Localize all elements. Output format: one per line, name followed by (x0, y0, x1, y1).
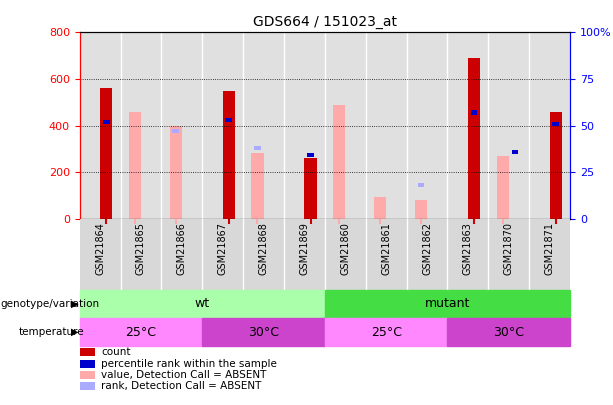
Bar (489, 32, 529, 219)
Text: 25°C: 25°C (371, 326, 402, 339)
Bar (161, 32, 202, 219)
Title: GDS664 / 151023_at: GDS664 / 151023_at (253, 15, 397, 29)
Bar (366, 219, 406, 290)
Bar (325, 32, 366, 219)
Bar (100, 88, 112, 219)
Text: GSM21868: GSM21868 (259, 222, 268, 275)
Text: 30°C: 30°C (493, 326, 524, 339)
Bar (202, 32, 243, 219)
Bar (121, 32, 161, 219)
Text: GSM21861: GSM21861 (381, 222, 391, 275)
Bar (226, 118, 232, 122)
Bar (333, 104, 345, 219)
Bar (374, 196, 386, 219)
Bar (417, 183, 424, 187)
Bar (406, 32, 447, 219)
Text: GSM21860: GSM21860 (340, 222, 350, 275)
Text: GSM21869: GSM21869 (300, 222, 310, 275)
Bar (129, 111, 141, 219)
Bar (202, 219, 243, 290)
Text: GSM21863: GSM21863 (463, 222, 473, 275)
Text: GSM21870: GSM21870 (504, 222, 514, 275)
Text: GSM21864: GSM21864 (95, 222, 105, 275)
Bar (497, 156, 509, 219)
Bar (80, 32, 121, 219)
Bar (447, 219, 489, 290)
Text: rank, Detection Call = ABSENT: rank, Detection Call = ABSENT (101, 382, 262, 391)
Bar (243, 32, 284, 219)
Bar (243, 219, 284, 290)
Bar (406, 219, 447, 290)
Bar (121, 219, 161, 290)
Bar (325, 318, 447, 346)
Text: 25°C: 25°C (126, 326, 156, 339)
Bar (103, 120, 110, 124)
Text: GSM21862: GSM21862 (422, 222, 432, 275)
Bar (468, 58, 480, 219)
Bar (172, 129, 179, 133)
Bar (170, 126, 182, 219)
Bar (489, 219, 529, 290)
Bar (251, 153, 264, 219)
Text: 30°C: 30°C (248, 326, 279, 339)
Bar (284, 219, 325, 290)
Text: ▶: ▶ (70, 299, 78, 309)
Text: wt: wt (195, 297, 210, 310)
Bar (325, 219, 366, 290)
Bar (161, 219, 202, 290)
Text: value, Detection Call = ABSENT: value, Detection Call = ABSENT (101, 370, 267, 380)
Bar (305, 158, 317, 219)
Text: GSM21867: GSM21867 (218, 222, 227, 275)
Bar (223, 91, 235, 219)
Bar (80, 318, 202, 346)
Text: GSM21871: GSM21871 (545, 222, 555, 275)
Bar (529, 32, 570, 219)
Bar (447, 318, 570, 346)
Bar (284, 32, 325, 219)
Text: ▶: ▶ (70, 327, 78, 337)
Bar (80, 290, 325, 318)
Text: temperature: temperature (18, 327, 84, 337)
Bar (550, 111, 562, 219)
Bar (471, 111, 478, 115)
Bar (447, 32, 489, 219)
Text: count: count (101, 347, 131, 357)
Bar (325, 290, 570, 318)
Bar (529, 219, 570, 290)
Text: genotype/variation: genotype/variation (0, 299, 99, 309)
Bar (552, 122, 559, 126)
Bar (366, 32, 406, 219)
Text: percentile rank within the sample: percentile rank within the sample (101, 359, 277, 369)
Bar (512, 149, 519, 154)
Text: GSM21865: GSM21865 (136, 222, 146, 275)
Text: mutant: mutant (425, 297, 470, 310)
Bar (202, 318, 325, 346)
Text: GSM21866: GSM21866 (177, 222, 187, 275)
Bar (254, 146, 261, 150)
Bar (307, 153, 314, 158)
Bar (80, 219, 121, 290)
Bar (415, 200, 427, 219)
